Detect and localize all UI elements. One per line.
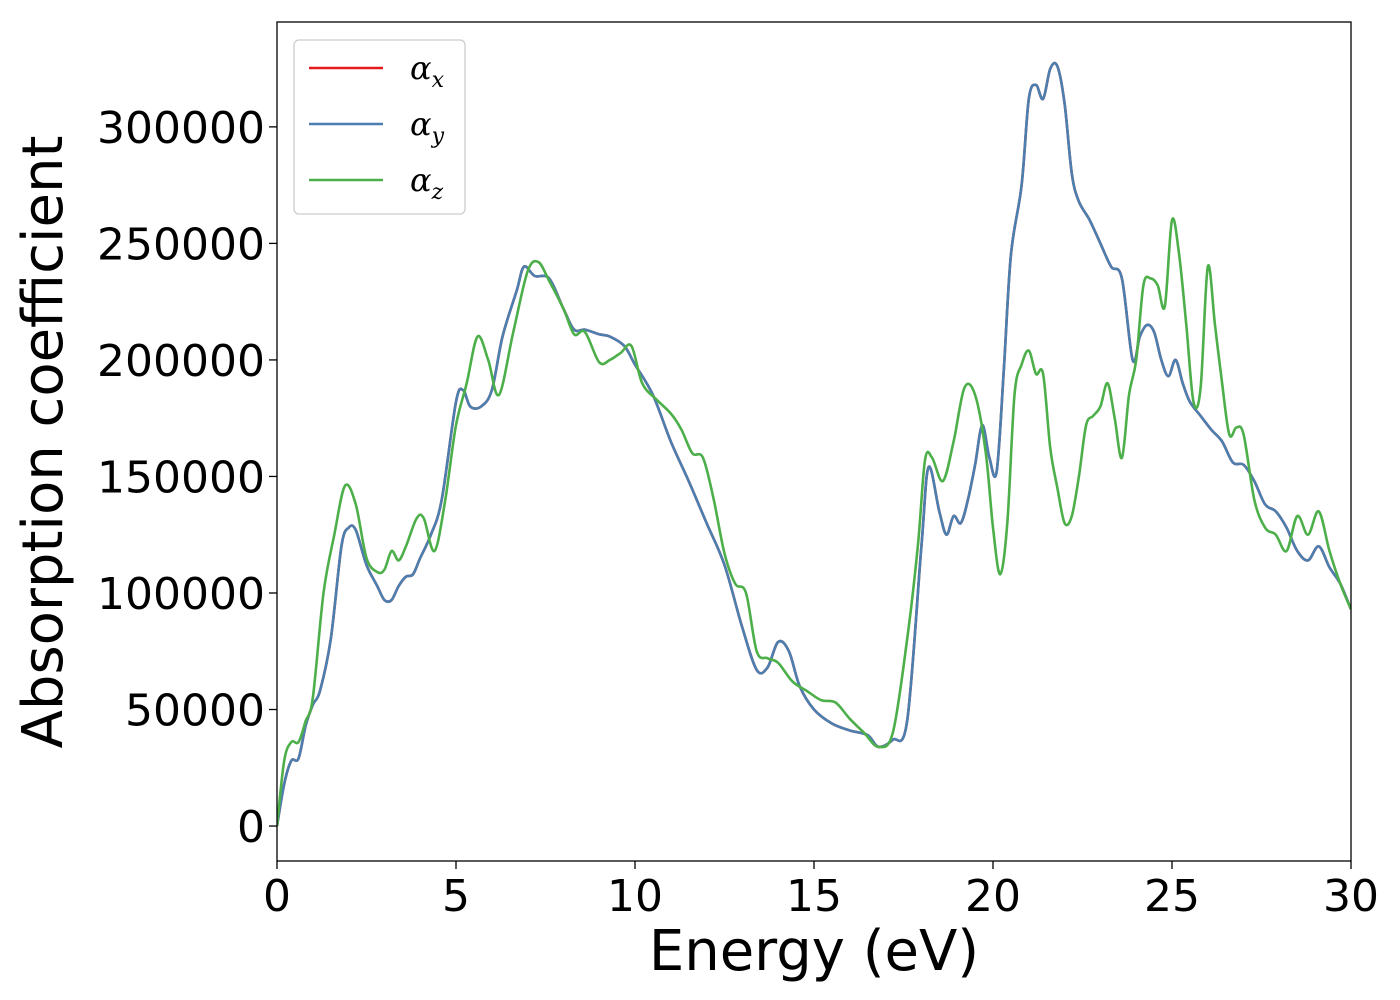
- x-tick-label: 25: [1144, 871, 1200, 922]
- x-tick-label: 10: [607, 871, 663, 922]
- legend-box: [293, 39, 466, 215]
- y-axis-title: Absorption coefficient: [11, 136, 76, 749]
- y-tick-label: 50000: [125, 686, 265, 737]
- x-axis: 0 5 10 15 20 25 30: [263, 861, 1379, 922]
- series-layer: [277, 61, 1351, 827]
- x-axis-title: Energy (eV): [649, 919, 979, 984]
- series-line-z: [277, 217, 1351, 827]
- x-tick-label: 0: [263, 871, 291, 922]
- x-tick-label: 20: [965, 871, 1021, 922]
- y-tick-label: 150000: [97, 452, 265, 503]
- y-axis: 0 50000 100000 150000 200000 250000 300000: [97, 103, 277, 853]
- y-tick-label: 0: [237, 802, 265, 853]
- y-tick-label: 250000: [97, 219, 265, 270]
- x-tick-label: 30: [1323, 871, 1379, 922]
- x-tick-label: 5: [442, 871, 470, 922]
- y-tick-label: 200000: [97, 336, 265, 387]
- y-tick-label: 100000: [97, 569, 265, 620]
- y-tick-label: 300000: [97, 103, 265, 154]
- x-tick-label: 15: [786, 871, 842, 922]
